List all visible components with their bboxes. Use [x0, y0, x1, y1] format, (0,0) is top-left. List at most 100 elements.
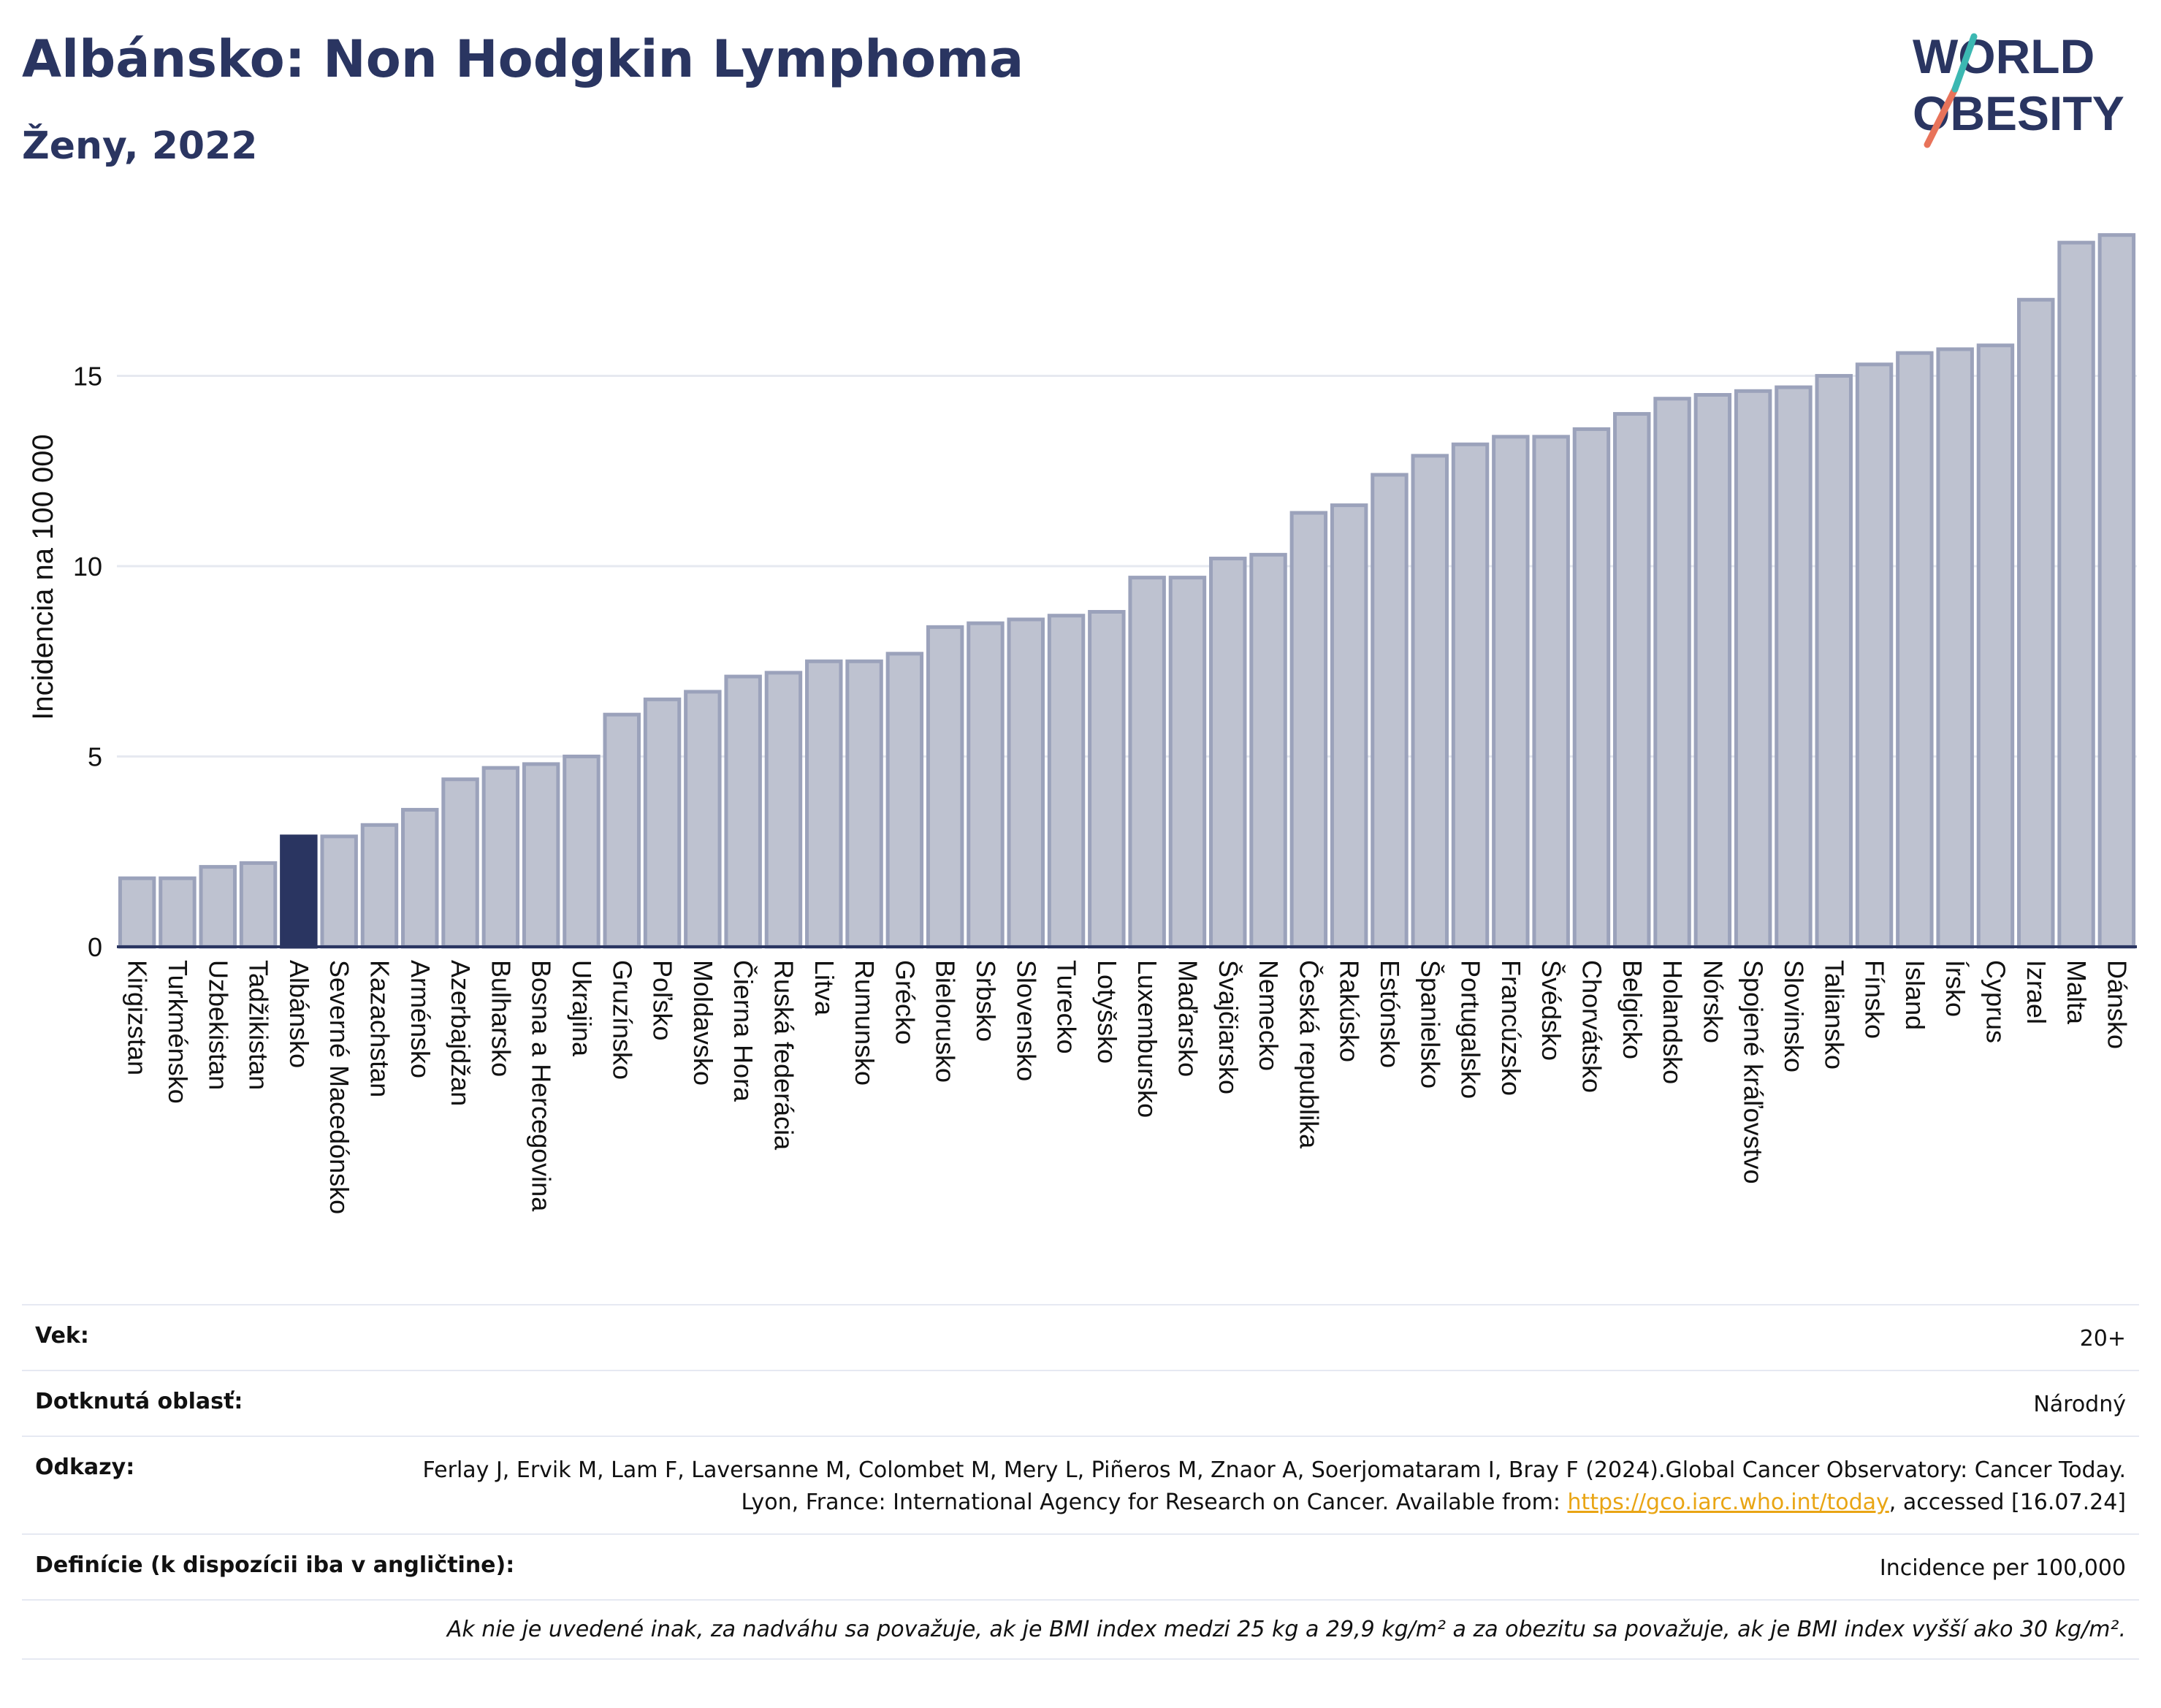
x-tick-label: Turecko [1052, 960, 1082, 1054]
bar-18[interactable] [845, 659, 883, 949]
bar-25[interactable] [1128, 576, 1166, 949]
x-tick-label: Srbsko [971, 960, 1001, 1042]
logo-line1: WORLD [1913, 29, 2095, 83]
x-tick-label: Kazachstan [365, 960, 395, 1097]
x-tick-label: Francúzsko [1496, 960, 1526, 1096]
bar-31[interactable] [1371, 473, 1409, 949]
bar-0[interactable] [118, 876, 156, 949]
meta-row-area: Dotknutá oblasť: Národný [22, 1370, 2139, 1436]
bmi-footnote: Ak nie je uvedené inak, za nadváhu sa po… [22, 1599, 2139, 1660]
x-tick-label: Chorvátsko [1577, 960, 1607, 1093]
x-tick-label: Írsko [1940, 960, 1970, 1017]
x-tick-label: Belgicko [1617, 960, 1647, 1059]
x-tick-label: Litva [809, 960, 839, 1016]
x-tick-label: Albánsko [284, 960, 314, 1068]
bar-6[interactable] [360, 823, 399, 949]
bar-19[interactable] [885, 652, 924, 949]
x-tick-label: Izrael [2021, 960, 2051, 1024]
bar-33[interactable] [1451, 442, 1490, 949]
x-tick-label: Bulharsko [486, 960, 516, 1077]
bar-16[interactable] [764, 671, 803, 949]
x-tick-label: Estónsko [1375, 960, 1405, 1068]
y-tick-label: 15 [73, 361, 102, 391]
bar-28[interactable] [1249, 552, 1287, 949]
bar-36[interactable] [1572, 427, 1611, 949]
meta-row-age: Vek: 20+ [22, 1304, 2139, 1370]
x-tick-label: Fínsko [1860, 960, 1890, 1039]
x-tick-label: Dánsko [2102, 960, 2132, 1049]
bar-2[interactable] [199, 865, 237, 949]
bar-30[interactable] [1330, 503, 1368, 949]
x-tick-label: Grécko [890, 960, 920, 1045]
bar-3[interactable] [239, 861, 278, 949]
bar-27[interactable] [1209, 557, 1247, 949]
tick-labels: 0 5 10 15 Kirgizstan Turkménsko Uzbekistan Tadž… [73, 361, 2132, 1214]
world-obesity-logo: WORLD OBESITY [1913, 29, 2124, 148]
bar-44[interactable] [1896, 351, 1934, 949]
bar-45[interactable] [1936, 347, 1974, 949]
bar-20[interactable] [926, 625, 964, 949]
x-tick-label: Ruská federácia [769, 960, 799, 1151]
x-tick-label: Spojené kráľovstvo [1739, 960, 1769, 1184]
bar-48[interactable] [2057, 240, 2095, 949]
bar-13[interactable] [643, 697, 682, 949]
x-tick-label: Azerbajdžan [446, 960, 476, 1106]
x-tick-label: Maďarsko [1173, 960, 1203, 1077]
x-tick-label: Poľsko [648, 960, 678, 1041]
y-tick-label: 10 [73, 552, 102, 582]
refs-link[interactable]: https://gco.iarc.who.int/today [1567, 1490, 1889, 1515]
bar-21[interactable] [967, 621, 1005, 949]
bar-17[interactable] [805, 659, 843, 949]
x-tick-label: Luxembursko [1132, 960, 1162, 1118]
area-value: Národný [2033, 1392, 2126, 1417]
y-tick-label: 0 [88, 932, 102, 962]
metadata-table: Vek: 20+ Dotknutá oblasť: Národný Odkazy… [22, 1304, 2139, 1660]
x-tick-label: Severné Macedónsko [324, 960, 354, 1214]
bar-5[interactable] [320, 834, 358, 949]
bar-4[interactable] [280, 834, 318, 949]
bar-9[interactable] [481, 766, 520, 949]
x-tick-label: Island [1900, 960, 1930, 1030]
bar-47[interactable] [2017, 297, 2055, 949]
x-tick-label: Slovinsko [1779, 960, 1809, 1072]
x-tick-label: Česká republika [1294, 960, 1324, 1149]
x-tick-label: Rumunsko [850, 960, 880, 1086]
bar-37[interactable] [1613, 412, 1651, 949]
bar-34[interactable] [1492, 435, 1530, 949]
bar-43[interactable] [1855, 362, 1894, 949]
x-tick-label: Moldavsko [688, 960, 718, 1086]
y-axis-label: Incidencia na 100 000 [27, 434, 59, 720]
bar-40[interactable] [1734, 389, 1772, 949]
x-tick-label: Rakúsko [1335, 960, 1365, 1062]
bar-chart: 0 5 10 15 Kirgizstan Turkménsko Uzbekistan Tadž… [27, 233, 2137, 1214]
bar-42[interactable] [1815, 373, 1853, 949]
logo-line2: OBESITY [1913, 86, 2124, 140]
bar-46[interactable] [1976, 343, 2015, 949]
bar-38[interactable] [1653, 397, 1691, 949]
bar-24[interactable] [1088, 609, 1126, 949]
bar-32[interactable] [1411, 454, 1449, 949]
meta-row-refs: Odkazy: Ferlay J, Ervik M, Lam F, Lavers… [22, 1436, 2139, 1533]
bar-22[interactable] [1007, 617, 1045, 949]
x-tick-label: Nórsko [1698, 960, 1728, 1043]
bar-1[interactable] [159, 876, 197, 949]
x-tick-label: Kirgizstan [123, 960, 153, 1075]
bar-12[interactable] [603, 712, 641, 949]
refs-text: Ferlay J, Ervik M, Lam F, Laversanne M, … [422, 1457, 2126, 1515]
bar-29[interactable] [1289, 511, 1328, 949]
bar-35[interactable] [1532, 435, 1570, 949]
bar-7[interactable] [401, 807, 439, 949]
bar-26[interactable] [1168, 576, 1207, 949]
bar-23[interactable] [1047, 614, 1086, 949]
bar-41[interactable] [1775, 385, 1813, 949]
bar-15[interactable] [724, 674, 762, 949]
bar-14[interactable] [684, 690, 722, 949]
refs-value: Ferlay J, Ervik M, Lam F, Laversanne M, … [409, 1455, 2126, 1519]
bar-8[interactable] [441, 777, 479, 949]
bars [118, 233, 2136, 949]
bar-10[interactable] [522, 762, 560, 949]
bar-11[interactable] [563, 754, 601, 949]
bar-39[interactable] [1693, 393, 1732, 949]
x-tick-label: Cyprus [1981, 960, 2011, 1043]
bar-49[interactable] [2097, 233, 2136, 949]
